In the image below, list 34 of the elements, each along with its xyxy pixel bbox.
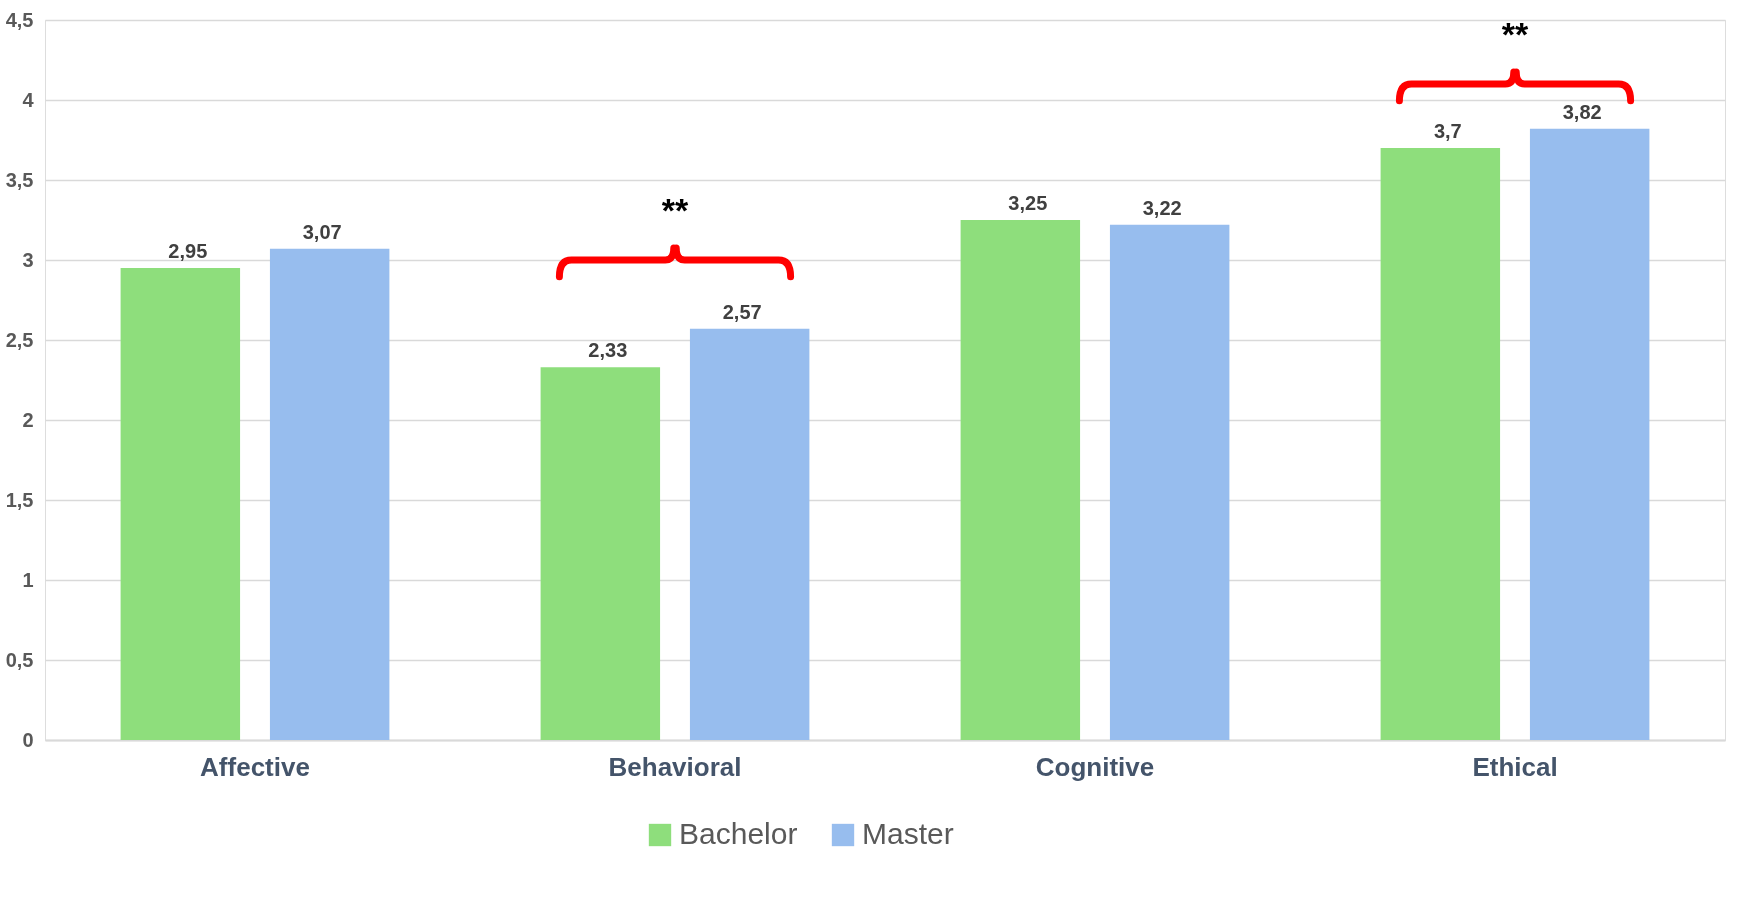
y-tick-label: 1 (22, 568, 34, 591)
data-label: 2,95 (168, 240, 208, 262)
y-tick-label: 0 (22, 728, 34, 751)
bar (1380, 148, 1501, 740)
x-tick-label: Behavioral (608, 751, 742, 782)
y-tick-label: 1,5 (5, 488, 34, 511)
data-label: 3,25 (1008, 192, 1048, 214)
y-tick-label: 4,5 (5, 8, 34, 31)
annotation: ** (1501, 15, 1529, 53)
data-label: 3,7 (1433, 120, 1462, 142)
bar (960, 220, 1081, 740)
x-tick-label: Affective (200, 751, 310, 782)
y-tick-label: 4 (22, 88, 35, 111)
bar (1109, 224, 1230, 740)
y-tick-label: 3,5 (5, 168, 34, 191)
y-tick-label: 0,5 (5, 648, 34, 671)
data-label: 2,57 (722, 300, 762, 323)
y-tick-label: 2,5 (5, 328, 34, 351)
data-label: 2,33 (588, 339, 628, 362)
data-label: 3,07 (302, 220, 342, 243)
legend-label: Bachelor (679, 817, 798, 850)
y-tick-label: 3 (22, 248, 34, 271)
data-label: 3,82 (1562, 100, 1602, 123)
bar (269, 248, 390, 740)
bar (689, 328, 810, 740)
y-tick-label: 2 (22, 408, 34, 431)
legend-label: Master (862, 817, 954, 850)
annotation: ** (661, 191, 689, 229)
data-label: 3,22 (1142, 196, 1182, 219)
bar (1529, 128, 1650, 740)
bar (540, 367, 661, 740)
x-tick-label: Cognitive (1035, 751, 1155, 782)
x-tick-label: Ethical (1472, 751, 1558, 782)
bar (120, 268, 241, 740)
